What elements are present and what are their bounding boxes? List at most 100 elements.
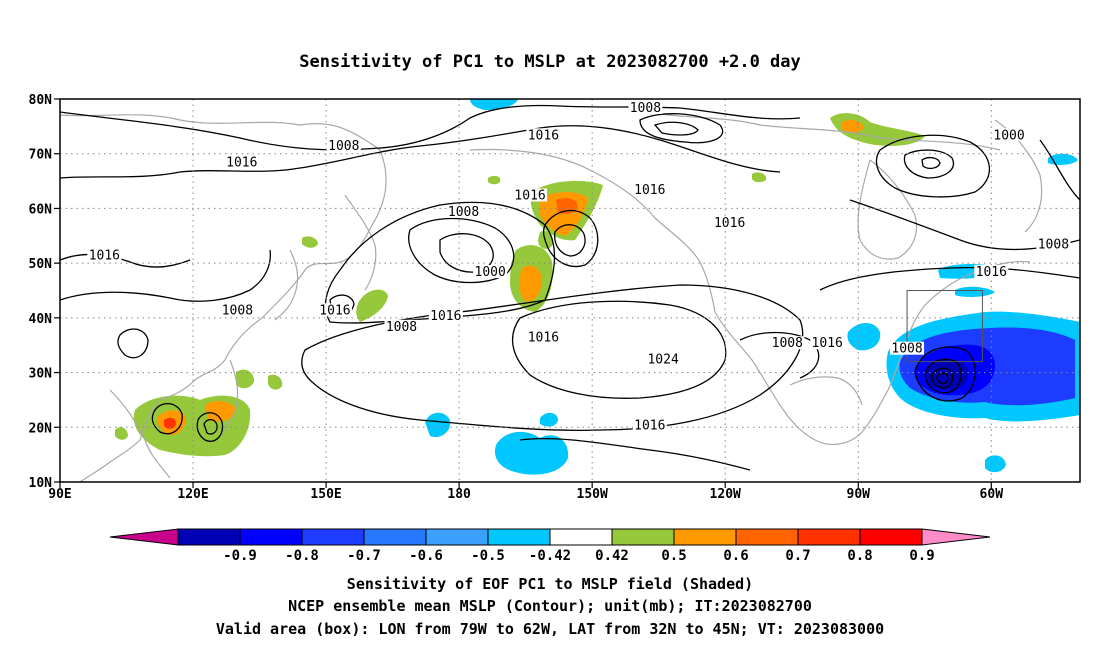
- caption-line-1: Sensitivity of EOF PC1 to MSLP field (Sh…: [347, 575, 753, 593]
- contour-label-bg: [632, 418, 667, 432]
- contour-1008-low-canada-2: [653, 121, 699, 136]
- contour-label-bg: [628, 100, 663, 114]
- contour-label-bg: [712, 215, 747, 229]
- contour-hurricane-2: [924, 358, 962, 394]
- contour-label: 1016: [528, 331, 559, 346]
- contour-label-bg: [220, 303, 255, 317]
- colorbar-label: 0.8: [847, 548, 872, 564]
- contour-typhoon-west: [151, 403, 183, 435]
- shade-positive-hudson-orange: [842, 120, 864, 133]
- contour-label: 1008: [891, 342, 922, 357]
- contour-label-bg: [810, 336, 845, 350]
- contour-1008-north: [59, 104, 801, 151]
- contour-label: 1008: [448, 205, 479, 220]
- contour-low-np-1000: [439, 233, 494, 273]
- colorbar-segment: [239, 528, 303, 546]
- contour-1008-low-canada: [639, 113, 724, 144]
- shade-negative-pacific-1: [494, 431, 569, 475]
- contour-label-bg: [526, 128, 561, 142]
- contour-1008-east: [1039, 139, 1081, 201]
- contour-label-bg: [770, 336, 805, 350]
- lat-tick-label: 70N: [29, 148, 53, 163]
- coast-asia: [59, 114, 387, 483]
- shade-positive-taiwan: [268, 374, 283, 390]
- lat-tick-label: 10N: [29, 476, 53, 491]
- colorbar-extend-low: [109, 528, 179, 546]
- lon-tick-label: 120W: [710, 487, 741, 502]
- colorbar-segment: [797, 528, 861, 546]
- graticule: [60, 99, 1080, 482]
- colorbar-label: 0.7: [785, 548, 810, 564]
- shade-positive-borneo: [115, 427, 128, 440]
- contour-label: 1016: [528, 128, 559, 143]
- contour-label-bg: [473, 265, 508, 279]
- coastlines: [59, 109, 1043, 483]
- contour-1000-hudson-2: [903, 149, 954, 179]
- colorbar-segment: [611, 528, 675, 546]
- contour-label: 1008: [222, 303, 253, 318]
- coast-hudson: [857, 159, 918, 260]
- figure-title: Sensitivity of PC1 to MSLP at 2023082700…: [299, 52, 801, 72]
- colorbar-extend-high: [921, 528, 991, 546]
- longitude-labels: 90E 120E 150E 180 150W 120W 90W 60W: [48, 482, 1003, 502]
- contour-label: 1000: [993, 128, 1024, 143]
- lon-tick-label: 150W: [577, 487, 608, 502]
- contour-1024-subtropical: [511, 300, 727, 399]
- contour-1008-mexico: [739, 331, 820, 379]
- lat-tick-label: 80N: [29, 93, 53, 108]
- contour-label: 1008: [328, 139, 359, 154]
- contour-label-bg: [632, 183, 667, 197]
- lat-tick-label: 50N: [29, 257, 53, 272]
- valid-area-box: [906, 290, 983, 363]
- contour-label: 1016: [319, 303, 350, 318]
- colorbar-label: 0.9: [909, 548, 934, 564]
- contour-label: 1016: [226, 156, 257, 171]
- contour-label-bg: [513, 188, 548, 202]
- colorbar-segment: [549, 528, 613, 546]
- shade-positive-scs-red: [164, 417, 176, 429]
- contour-label-bg: [446, 204, 481, 218]
- contour-label: 1008: [772, 336, 803, 351]
- contour-label-bg: [974, 265, 1009, 279]
- contour-label-bg: [992, 128, 1027, 142]
- contour-label: 1016: [714, 216, 745, 231]
- coast-alaska: [469, 148, 716, 313]
- colorbar-segment: [425, 528, 489, 546]
- contour-label-bg: [224, 155, 259, 169]
- contour-label-bg: [384, 319, 419, 333]
- contour-label: 1016: [430, 309, 461, 324]
- coast-indochina: [109, 389, 171, 479]
- coast-north-america: [714, 260, 1031, 446]
- lon-tick-label: 60W: [980, 487, 1004, 502]
- contour-label: 1016: [812, 336, 843, 351]
- latitude-labels: 10N 20N 30N 40N 50N 60N 70N 80N: [29, 93, 60, 491]
- contour-label-bg: [87, 248, 122, 262]
- contour-1016-subtropical: [301, 284, 804, 431]
- lon-tick-label: 90W: [847, 487, 871, 502]
- colorbar-label: 0.6: [723, 548, 748, 564]
- contour-label: 1016: [514, 188, 545, 203]
- contour-hurricane-1: [914, 346, 976, 402]
- caption-line-2: NCEP ensemble mean MSLP (Contour); unit(…: [288, 597, 812, 615]
- lon-tick-label: 120E: [177, 487, 208, 502]
- lat-tick-label: 60N: [29, 202, 53, 217]
- valid-box-rect: [906, 290, 983, 363]
- colorbar-label: -0.6: [409, 548, 443, 564]
- lat-tick-label: 40N: [29, 312, 53, 327]
- contour-1008-asia: [59, 249, 271, 302]
- contour-low-gulf-alaska-2: [554, 224, 586, 257]
- contour-1016-north: [59, 125, 781, 179]
- colorbar-label: -0.8: [285, 548, 319, 564]
- contour-label: 1016: [89, 249, 120, 264]
- contour-label-bg: [890, 341, 925, 355]
- shade-negative-pacific-2: [425, 412, 451, 438]
- contour-label: 1008: [386, 320, 417, 335]
- colorbar-label: -0.9: [223, 548, 257, 564]
- coast-gulf: [789, 376, 863, 406]
- contour-label: 1000: [475, 265, 506, 280]
- contour-label: 1024: [647, 353, 678, 368]
- contour-typhoon-scs-2: [203, 418, 218, 435]
- map-frame: [59, 98, 1081, 483]
- shade-positive-kamchatka: [356, 289, 388, 322]
